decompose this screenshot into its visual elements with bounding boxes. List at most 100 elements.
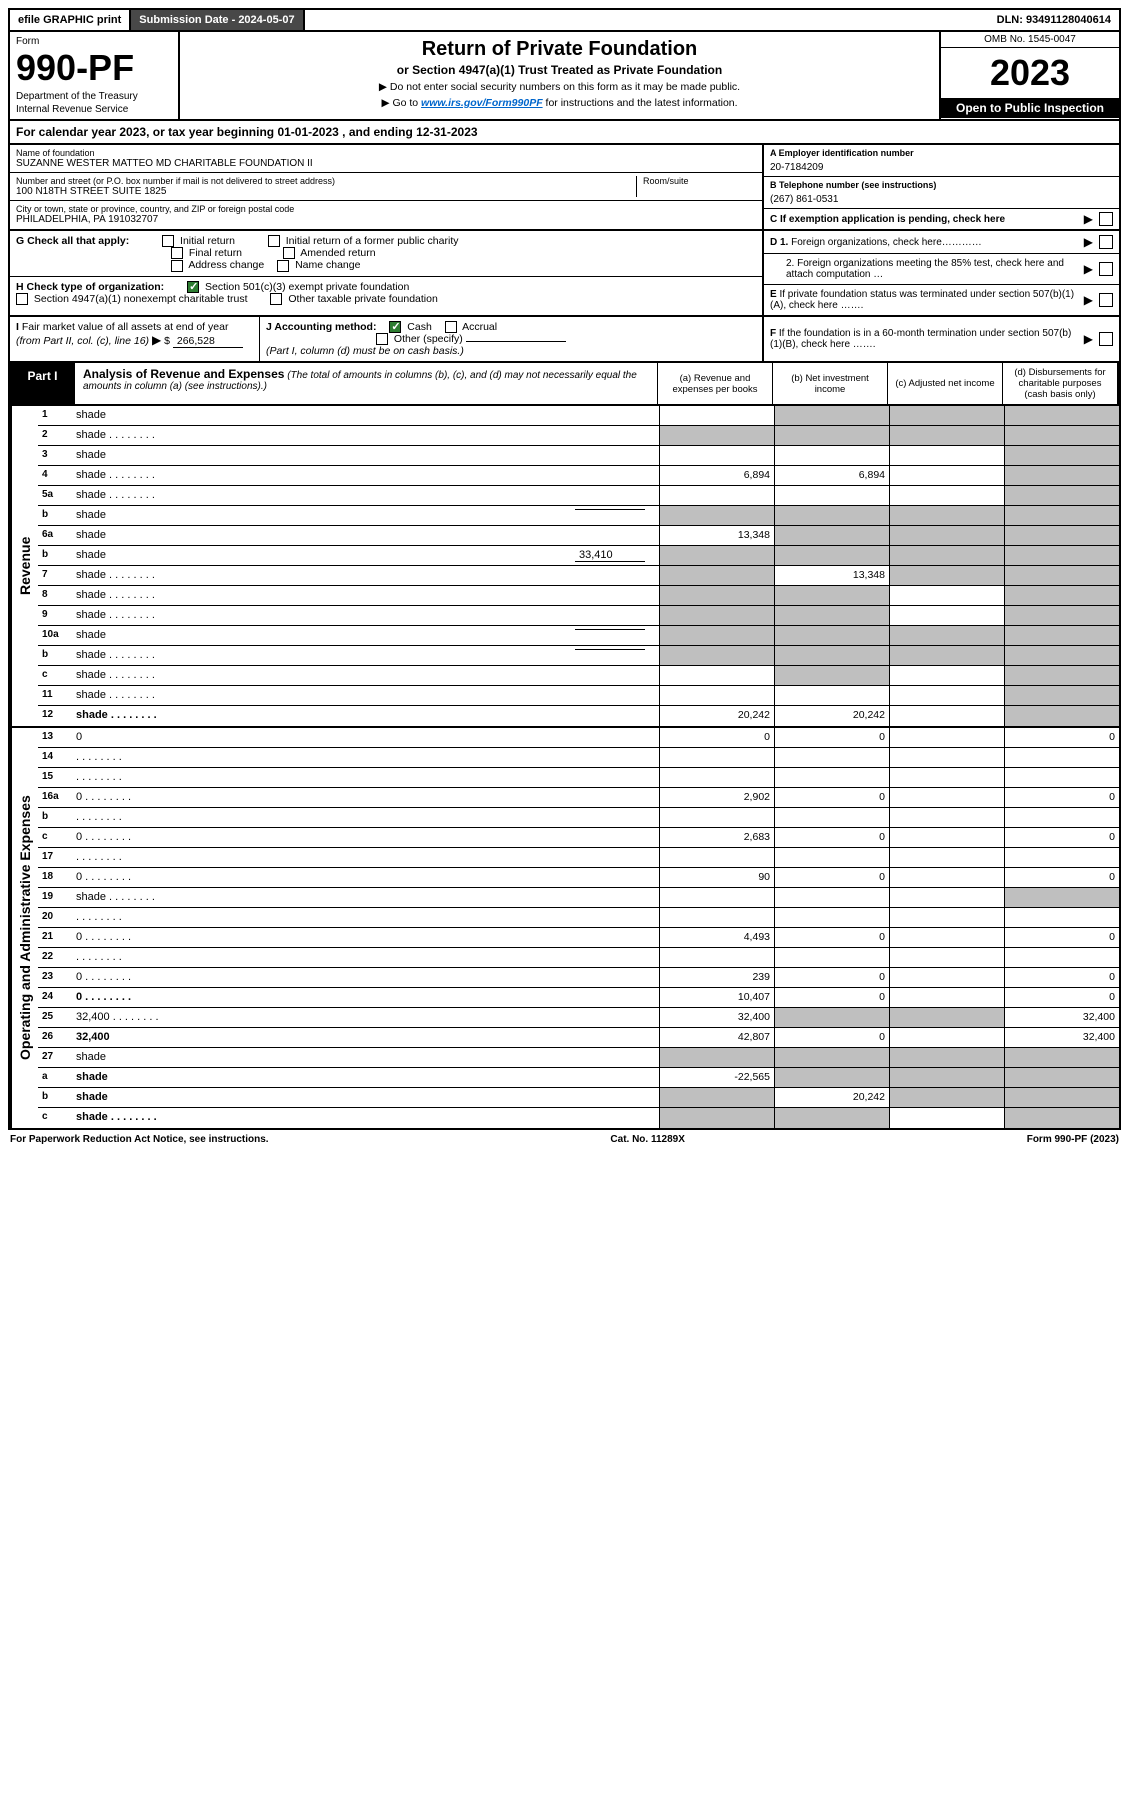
table-row: b . . . . . . . . xyxy=(38,808,1119,828)
line-number: 18 xyxy=(38,868,72,887)
table-row: 210 . . . . . . . .4,49300 xyxy=(38,928,1119,948)
col-a xyxy=(659,586,774,605)
checkbox[interactable] xyxy=(445,321,457,333)
table-row: 130000 xyxy=(38,728,1119,748)
pointer-icon: ▶ xyxy=(1084,332,1093,346)
col-c xyxy=(889,1108,1004,1128)
org-info-row: Name of foundation SUZANNE WESTER MATTEO… xyxy=(8,145,1121,231)
inset-value xyxy=(575,629,645,630)
col-c xyxy=(889,908,1004,927)
inset-value xyxy=(575,649,645,650)
line-description: shade . . . . . . . . xyxy=(72,566,659,585)
checkbox[interactable] xyxy=(270,293,282,305)
g-d-row: G Check all that apply: Initial return I… xyxy=(8,231,1121,317)
col-b xyxy=(774,646,889,665)
check-h: H Check type of organization: Section 50… xyxy=(10,277,762,309)
checkbox[interactable] xyxy=(1099,212,1113,226)
page-footer: For Paperwork Reduction Act Notice, see … xyxy=(8,1130,1121,1149)
table-row: cshade . . . . . . . . xyxy=(38,666,1119,686)
line-number: 17 xyxy=(38,848,72,867)
col-a: 239 xyxy=(659,968,774,987)
col-b xyxy=(774,748,889,767)
line-description: shade . . . . . . . . xyxy=(72,686,659,705)
checkbox[interactable] xyxy=(376,333,388,345)
col-d-header: (d) Disbursements for charitable purpose… xyxy=(1002,363,1117,404)
checkbox[interactable] xyxy=(1099,262,1113,276)
col-a xyxy=(659,566,774,585)
checkbox[interactable] xyxy=(16,293,28,305)
col-d xyxy=(1004,626,1119,645)
table-row: 3shade xyxy=(38,446,1119,466)
table-row: 27shade xyxy=(38,1048,1119,1068)
form-link[interactable]: www.irs.gov/Form990PF xyxy=(421,97,543,109)
line-number: 22 xyxy=(38,948,72,967)
line-description: shade xyxy=(72,1088,659,1107)
line-number: 15 xyxy=(38,768,72,787)
line-description: . . . . . . . . xyxy=(72,808,659,827)
org-addr-cell: Number and street (or P.O. box number if… xyxy=(10,173,762,201)
checkbox[interactable] xyxy=(283,247,295,259)
checkbox[interactable] xyxy=(171,260,183,272)
col-c xyxy=(889,426,1004,445)
omb-number: OMB No. 1545-0047 xyxy=(941,32,1119,48)
line-number: 9 xyxy=(38,606,72,625)
instr-2: ▶ Go to www.irs.gov/Form990PF for instru… xyxy=(186,97,933,109)
checkbox-checked[interactable] xyxy=(187,281,199,293)
col-a xyxy=(659,486,774,505)
col-d xyxy=(1004,908,1119,927)
line-number: 8 xyxy=(38,586,72,605)
tax-year: 2023 xyxy=(941,48,1119,98)
checkbox[interactable] xyxy=(1099,332,1113,346)
col-a: -22,565 xyxy=(659,1068,774,1087)
checkbox[interactable] xyxy=(277,260,289,272)
column-headers: (a) Revenue and expenses per books (b) N… xyxy=(657,363,1119,404)
col-b xyxy=(774,406,889,425)
col-b: 0 xyxy=(774,928,889,947)
line-description: 0 . . . . . . . . xyxy=(72,788,659,807)
checkbox[interactable] xyxy=(171,247,183,259)
col-d xyxy=(1004,706,1119,726)
table-row: 9shade . . . . . . . . xyxy=(38,606,1119,626)
checkbox[interactable] xyxy=(162,235,174,247)
check-g: G Check all that apply: Initial return I… xyxy=(10,231,762,277)
table-row: 14 . . . . . . . . xyxy=(38,748,1119,768)
col-a xyxy=(659,1108,774,1128)
col-a xyxy=(659,626,774,645)
table-row: bshade20,242 xyxy=(38,1088,1119,1108)
col-d: 0 xyxy=(1004,988,1119,1007)
checkbox[interactable] xyxy=(1099,235,1113,249)
col-b: 13,348 xyxy=(774,566,889,585)
col-d xyxy=(1004,446,1119,465)
line-number: c xyxy=(38,1108,72,1128)
line-description: shade33,410 xyxy=(72,546,659,565)
col-c xyxy=(889,646,1004,665)
col-d: 32,400 xyxy=(1004,1028,1119,1047)
pointer-icon: ▶ xyxy=(1084,235,1093,249)
line-description: . . . . . . . . xyxy=(72,848,659,867)
checkbox-checked[interactable] xyxy=(389,321,401,333)
checkbox[interactable] xyxy=(1099,293,1113,307)
col-c xyxy=(889,1088,1004,1107)
line-number: 7 xyxy=(38,566,72,585)
col-c xyxy=(889,788,1004,807)
line-number: 24 xyxy=(38,988,72,1007)
col-b: 6,894 xyxy=(774,466,889,485)
table-row: 8shade . . . . . . . . xyxy=(38,586,1119,606)
line-description: . . . . . . . . xyxy=(72,948,659,967)
table-row: 7shade . . . . . . . . 13,348 xyxy=(38,566,1119,586)
col-d xyxy=(1004,466,1119,485)
revenue-table: Revenue 1shade2shade . . . . . . . .3sha… xyxy=(8,406,1121,728)
col-d xyxy=(1004,748,1119,767)
line-number: b xyxy=(38,1088,72,1107)
col-d xyxy=(1004,546,1119,565)
footer-right: Form 990-PF (2023) xyxy=(1027,1134,1119,1145)
line-number: b xyxy=(38,506,72,525)
table-row: 2shade . . . . . . . . xyxy=(38,426,1119,446)
col-d: 0 xyxy=(1004,788,1119,807)
checkbox[interactable] xyxy=(268,235,280,247)
col-c xyxy=(889,748,1004,767)
col-b xyxy=(774,1008,889,1027)
col-d xyxy=(1004,888,1119,907)
line-description: . . . . . . . . xyxy=(72,748,659,767)
dept-line1: Department of the Treasury xyxy=(16,91,172,102)
